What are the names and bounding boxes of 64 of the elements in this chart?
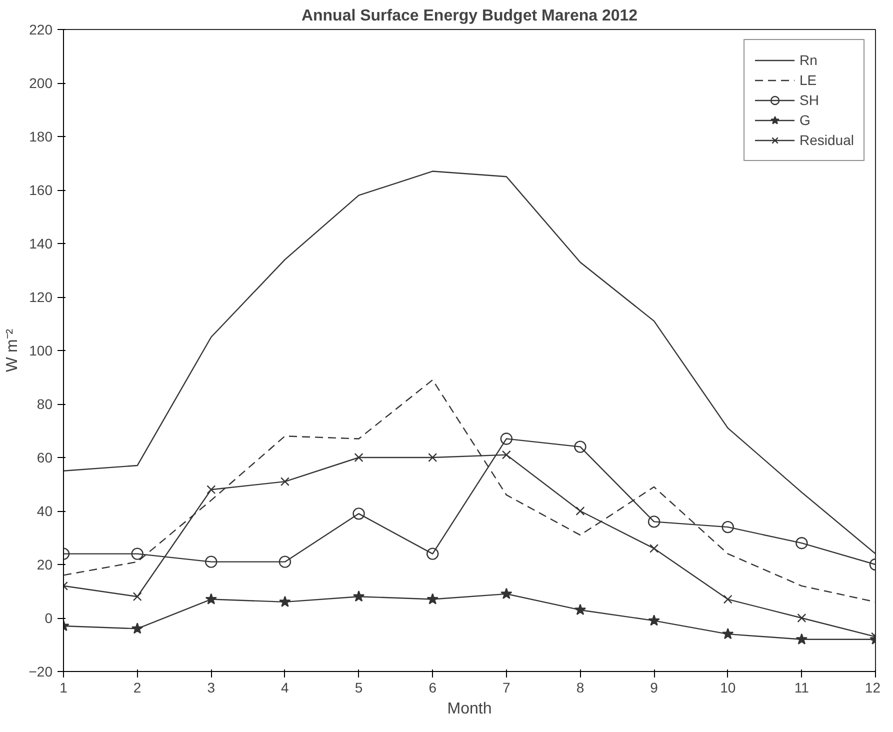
y-tick-label: 80 bbox=[36, 396, 53, 412]
x-tick-label: 9 bbox=[650, 680, 658, 696]
x-tick-label: 2 bbox=[133, 680, 142, 696]
y-tick-label: 220 bbox=[29, 22, 53, 38]
point bbox=[278, 556, 292, 568]
y-tick-label: 120 bbox=[29, 289, 53, 305]
point bbox=[796, 537, 808, 550]
point bbox=[131, 548, 144, 560]
x-tick-label: 3 bbox=[207, 680, 216, 696]
point bbox=[574, 440, 586, 453]
y-tick-label: 0 bbox=[44, 610, 53, 626]
y-tick-label: 40 bbox=[36, 503, 53, 519]
point bbox=[428, 453, 438, 462]
x-tick-label: 10 bbox=[720, 680, 736, 696]
x-tick-label: 4 bbox=[281, 680, 290, 696]
x-tick-label: 11 bbox=[794, 680, 810, 696]
y-tick-label: 100 bbox=[29, 342, 53, 358]
legend-label: Residual bbox=[800, 132, 854, 148]
point bbox=[796, 633, 808, 644]
legend-label: G bbox=[800, 112, 812, 128]
point bbox=[132, 592, 142, 602]
line-series bbox=[64, 170, 876, 554]
point bbox=[722, 628, 734, 640]
point bbox=[205, 593, 217, 604]
point bbox=[352, 590, 365, 602]
point bbox=[354, 453, 364, 462]
x-tick-label: 12 bbox=[864, 680, 881, 696]
point bbox=[426, 593, 438, 604]
x-tick-label: 6 bbox=[428, 680, 437, 696]
point bbox=[648, 614, 660, 626]
point bbox=[500, 432, 513, 445]
y-tick-label: 160 bbox=[29, 182, 53, 198]
legend-label: LE bbox=[800, 72, 818, 88]
point bbox=[279, 596, 291, 607]
legend-label: Rn bbox=[800, 52, 818, 68]
point bbox=[576, 506, 585, 516]
y-tick-label: 20 bbox=[36, 556, 53, 572]
point bbox=[352, 508, 365, 520]
chart-title: Annual Surface Energy Budget Marena 2012 bbox=[301, 8, 638, 24]
point bbox=[426, 548, 439, 560]
y-tick-label: 140 bbox=[29, 236, 53, 252]
x-axis-title: Month bbox=[447, 700, 492, 718]
point bbox=[205, 556, 218, 568]
x-tick-label: 1 bbox=[60, 680, 68, 696]
point bbox=[722, 520, 734, 534]
x-tick-label: 7 bbox=[502, 680, 511, 696]
point bbox=[723, 594, 732, 604]
y-tick-label: −20 bbox=[28, 664, 53, 680]
y-tick-label: 200 bbox=[29, 75, 53, 91]
point bbox=[574, 604, 586, 616]
legend-label: SH bbox=[800, 92, 820, 108]
point bbox=[797, 614, 806, 622]
point bbox=[650, 544, 659, 553]
y-tick-label: 60 bbox=[36, 450, 53, 466]
point bbox=[648, 516, 660, 528]
point bbox=[502, 450, 511, 460]
x-tick-label: 5 bbox=[354, 680, 363, 696]
x-tick-label: 8 bbox=[576, 680, 584, 696]
point bbox=[280, 477, 290, 486]
point bbox=[131, 622, 144, 634]
y-tick-label: 180 bbox=[29, 128, 53, 144]
point bbox=[206, 485, 216, 494]
point bbox=[500, 588, 512, 599]
y-axis-title: W m⁻² bbox=[4, 328, 21, 372]
